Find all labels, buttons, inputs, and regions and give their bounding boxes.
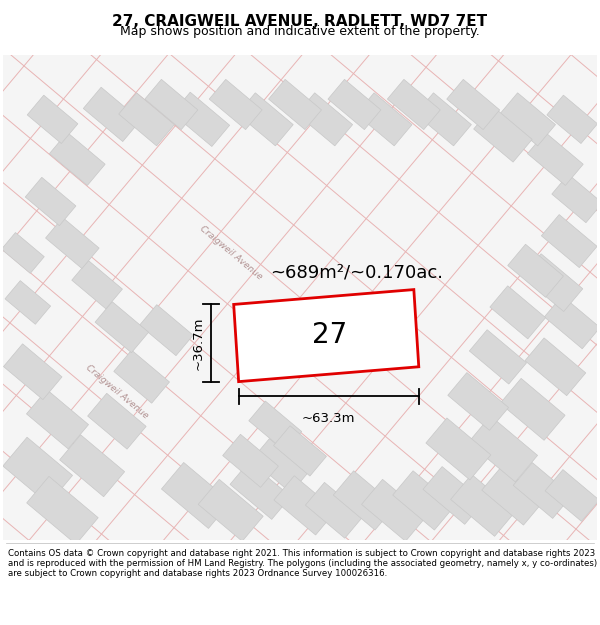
Polygon shape bbox=[525, 338, 586, 396]
Text: 27: 27 bbox=[312, 321, 347, 349]
Polygon shape bbox=[269, 79, 322, 129]
Polygon shape bbox=[46, 217, 99, 269]
Polygon shape bbox=[274, 476, 336, 535]
Polygon shape bbox=[448, 372, 509, 430]
Polygon shape bbox=[88, 393, 146, 449]
Polygon shape bbox=[223, 434, 278, 488]
Polygon shape bbox=[140, 304, 193, 356]
Polygon shape bbox=[513, 462, 572, 518]
Polygon shape bbox=[544, 296, 600, 349]
Polygon shape bbox=[72, 261, 122, 309]
Polygon shape bbox=[392, 471, 455, 530]
Polygon shape bbox=[527, 132, 583, 186]
Polygon shape bbox=[473, 106, 532, 162]
Polygon shape bbox=[4, 344, 62, 399]
Polygon shape bbox=[356, 93, 412, 146]
Polygon shape bbox=[238, 93, 293, 146]
Polygon shape bbox=[541, 214, 597, 268]
Polygon shape bbox=[482, 466, 544, 525]
Polygon shape bbox=[5, 281, 50, 324]
Text: 27, CRAIGWEIL AVENUE, RADLETT, WD7 7ET: 27, CRAIGWEIL AVENUE, RADLETT, WD7 7ET bbox=[112, 14, 488, 29]
Text: Map shows position and indicative extent of the property.: Map shows position and indicative extent… bbox=[120, 26, 480, 39]
Polygon shape bbox=[25, 177, 76, 226]
Polygon shape bbox=[230, 462, 291, 519]
Polygon shape bbox=[26, 389, 89, 449]
Polygon shape bbox=[305, 482, 364, 538]
Polygon shape bbox=[545, 469, 599, 521]
Polygon shape bbox=[500, 378, 565, 440]
Polygon shape bbox=[426, 418, 491, 480]
Polygon shape bbox=[274, 426, 326, 476]
Polygon shape bbox=[26, 476, 98, 544]
Polygon shape bbox=[49, 132, 105, 186]
Polygon shape bbox=[388, 79, 440, 129]
Polygon shape bbox=[552, 174, 600, 222]
Text: ~63.3m: ~63.3m bbox=[302, 412, 355, 426]
Polygon shape bbox=[95, 302, 149, 352]
Polygon shape bbox=[114, 350, 169, 403]
Polygon shape bbox=[119, 93, 175, 146]
Polygon shape bbox=[334, 471, 395, 530]
Polygon shape bbox=[328, 79, 381, 129]
Text: Craigweil Avenue: Craigweil Avenue bbox=[198, 224, 263, 282]
Polygon shape bbox=[451, 474, 515, 536]
Polygon shape bbox=[161, 462, 231, 529]
Text: ~689m²/~0.170ac.: ~689m²/~0.170ac. bbox=[271, 264, 443, 282]
Polygon shape bbox=[83, 88, 140, 141]
Polygon shape bbox=[447, 79, 500, 129]
Polygon shape bbox=[297, 93, 353, 146]
Polygon shape bbox=[469, 330, 527, 384]
Polygon shape bbox=[249, 401, 302, 451]
Polygon shape bbox=[508, 244, 563, 298]
Polygon shape bbox=[362, 479, 427, 541]
Polygon shape bbox=[209, 79, 262, 129]
Polygon shape bbox=[547, 95, 598, 144]
Polygon shape bbox=[198, 479, 263, 541]
Polygon shape bbox=[145, 79, 198, 129]
Polygon shape bbox=[1, 232, 44, 273]
Polygon shape bbox=[233, 289, 419, 382]
Text: ~36.7m: ~36.7m bbox=[192, 316, 205, 370]
Text: Contains OS data © Crown copyright and database right 2021. This information is : Contains OS data © Crown copyright and d… bbox=[8, 549, 597, 578]
Polygon shape bbox=[423, 467, 484, 524]
Polygon shape bbox=[59, 435, 125, 497]
Polygon shape bbox=[3, 438, 73, 504]
Polygon shape bbox=[416, 93, 472, 146]
Polygon shape bbox=[172, 92, 230, 146]
Polygon shape bbox=[27, 95, 78, 144]
Polygon shape bbox=[251, 439, 309, 493]
Polygon shape bbox=[3, 55, 597, 540]
Polygon shape bbox=[500, 93, 556, 146]
Polygon shape bbox=[490, 286, 545, 339]
Polygon shape bbox=[522, 254, 583, 311]
Text: Craigweil Avenue: Craigweil Avenue bbox=[84, 363, 150, 420]
Polygon shape bbox=[468, 416, 538, 482]
